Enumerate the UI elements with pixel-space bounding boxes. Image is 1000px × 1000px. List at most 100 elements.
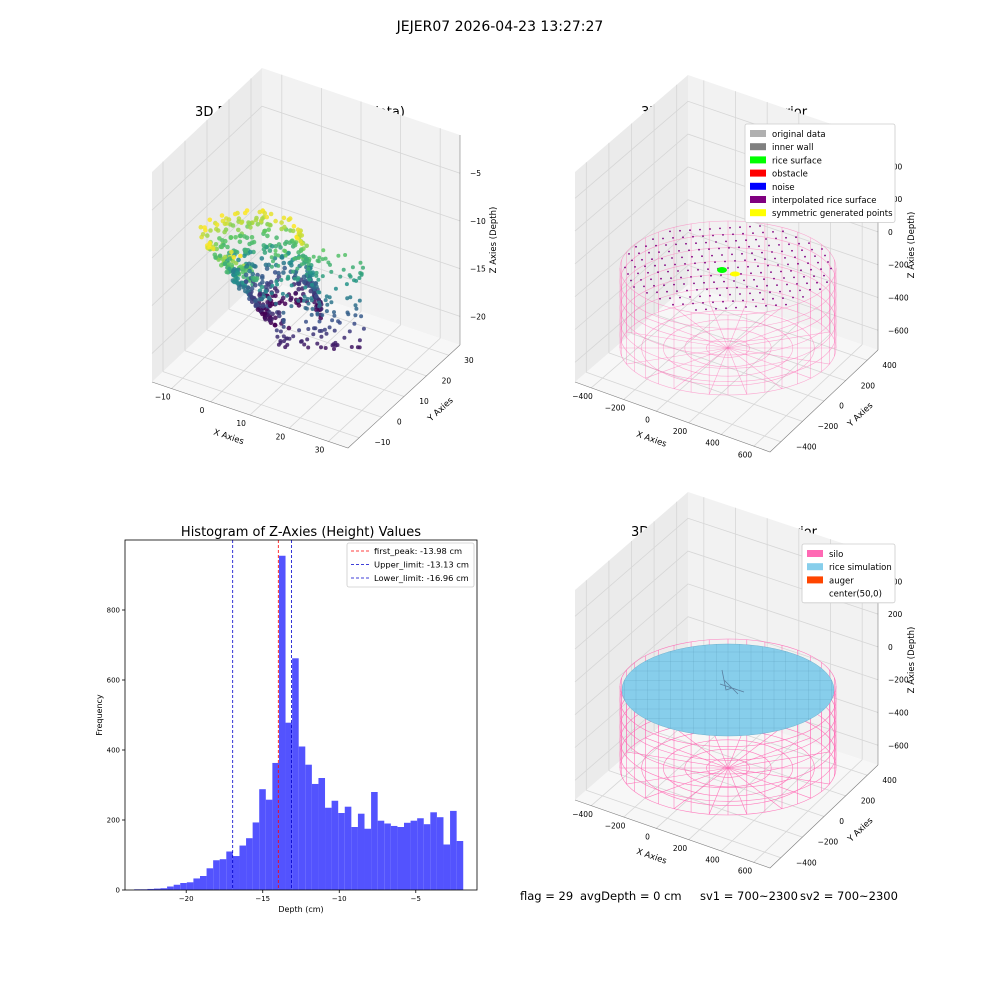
surface-point xyxy=(786,283,788,286)
data-point xyxy=(229,263,235,268)
surface-point xyxy=(653,284,655,287)
data-point xyxy=(299,339,304,344)
x-axis-label: X Axies xyxy=(212,428,245,448)
legend-box xyxy=(801,543,896,604)
data-point xyxy=(269,244,275,249)
surface-point xyxy=(759,225,761,227)
data-point xyxy=(224,269,230,275)
data-point xyxy=(273,218,278,224)
surface-point xyxy=(735,239,737,242)
status-avg-depth: avgDepth = 0 cm xyxy=(580,889,682,903)
y-tick-label: 0 xyxy=(839,817,844,826)
data-point xyxy=(325,302,330,307)
data-point xyxy=(304,256,310,262)
histogram-bar xyxy=(226,851,233,890)
data-point xyxy=(226,217,232,222)
data-point xyxy=(301,298,306,303)
data-point xyxy=(286,250,291,256)
legend-swatch xyxy=(807,550,823,557)
surface-point xyxy=(664,264,666,266)
data-point xyxy=(300,253,306,259)
histogram-bar xyxy=(357,813,365,890)
data-point xyxy=(213,255,218,260)
data-point xyxy=(228,256,233,261)
surface-point xyxy=(673,283,675,286)
data-point xyxy=(316,277,321,282)
y-tick-label: 800 xyxy=(107,607,120,615)
histogram-bar xyxy=(344,806,352,890)
histogram-bar xyxy=(153,888,161,890)
surface-point xyxy=(773,277,775,280)
surface-point xyxy=(819,288,821,291)
status-sv1: sv1 = 700~2300 xyxy=(700,889,798,903)
data-point xyxy=(274,279,279,284)
surface-point xyxy=(762,298,764,301)
data-point xyxy=(332,328,337,333)
histogram-bar xyxy=(423,824,431,890)
surface-point xyxy=(770,271,772,273)
data-point xyxy=(282,265,288,271)
silo-spoke xyxy=(727,347,811,379)
data-point xyxy=(268,303,273,309)
data-point xyxy=(217,236,222,241)
surface-point xyxy=(830,267,832,270)
surface-point xyxy=(814,255,816,257)
data-point xyxy=(315,341,320,346)
surface-point xyxy=(646,292,648,294)
surface-point xyxy=(697,268,699,271)
data-point xyxy=(317,319,322,324)
surface-point xyxy=(827,261,829,263)
histogram-bar xyxy=(199,876,207,890)
silo-spoke xyxy=(727,301,748,349)
data-point xyxy=(315,312,320,317)
surface-point xyxy=(685,242,687,245)
surface-point xyxy=(669,230,671,233)
histogram-bar xyxy=(239,845,247,890)
silo-ring xyxy=(619,247,837,343)
surface-point xyxy=(734,260,736,262)
surface-point xyxy=(743,279,745,282)
histogram-bar xyxy=(305,764,312,890)
data-point xyxy=(317,255,322,260)
histogram-bar xyxy=(193,878,200,890)
data-point xyxy=(270,283,275,288)
legend: original data inner wall rice surface obsta… xyxy=(744,123,896,223)
surface-point xyxy=(732,300,734,302)
silo-ring xyxy=(619,287,837,383)
surface-point xyxy=(677,270,679,272)
data-point xyxy=(287,336,292,341)
data-point xyxy=(198,224,204,230)
data-point xyxy=(341,267,346,272)
data-point xyxy=(361,326,366,331)
histogram-bar xyxy=(377,820,385,890)
data-point xyxy=(280,295,286,301)
data-point xyxy=(279,278,284,282)
data-point xyxy=(271,259,275,264)
data-point xyxy=(302,294,307,299)
surface-point xyxy=(775,237,777,240)
data-point xyxy=(274,328,279,333)
surface-point xyxy=(722,300,724,303)
data-point xyxy=(248,225,253,230)
surface-point xyxy=(686,289,688,292)
silo-spoke xyxy=(626,347,729,365)
data-point xyxy=(232,211,238,217)
data-point xyxy=(332,310,336,315)
silo-spoke xyxy=(727,767,830,785)
data-point xyxy=(281,310,286,315)
surface-point xyxy=(701,255,703,258)
histogram-bar xyxy=(298,746,306,890)
surface-point xyxy=(720,274,722,276)
surface-point xyxy=(752,299,754,301)
histogram-bar xyxy=(371,792,378,890)
surface-point xyxy=(801,249,803,252)
data-point xyxy=(242,234,247,239)
y-tick-label: −400 xyxy=(796,443,817,452)
silo-spoke xyxy=(673,727,729,769)
surface-point xyxy=(665,244,667,246)
legend-label: symmetric generated points xyxy=(772,209,893,219)
histogram-bar xyxy=(285,722,293,890)
raw-point-cloud xyxy=(198,208,366,351)
surface-point xyxy=(719,227,721,230)
